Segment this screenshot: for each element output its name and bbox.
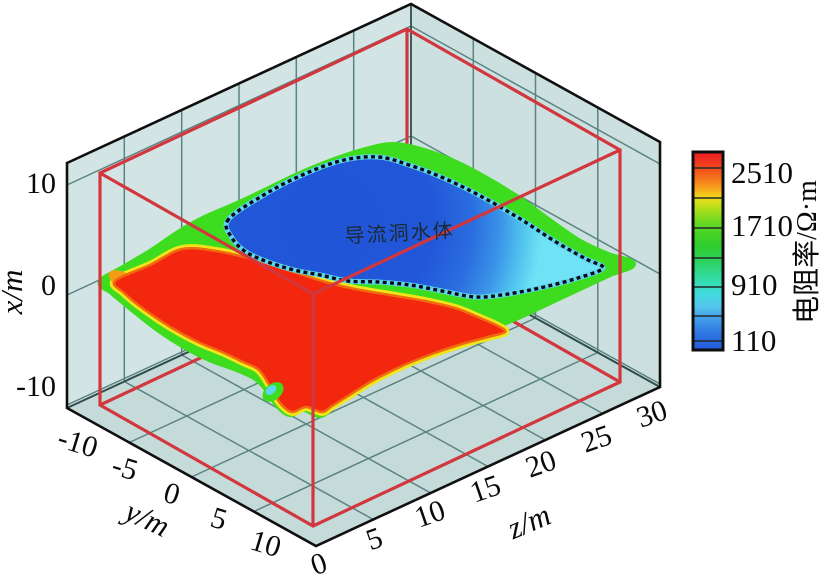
y-tick-5: 5: [207, 501, 231, 537]
x-tick-m10: -10: [16, 370, 56, 403]
colorbar-tick-2510: 2510: [731, 155, 793, 190]
resistivity-slice: [97, 141, 636, 418]
colorbar-tick-1710: 1710: [731, 208, 793, 243]
slice-notch-cyan: [265, 385, 277, 395]
z-axis-label: z/m: [501, 497, 555, 546]
y-tick-10: 10: [247, 524, 285, 564]
colorbar-title: 电阻率/Ω·m: [791, 180, 823, 324]
colorbar-tick-110: 110: [731, 323, 776, 358]
x-axis-label: x/m: [0, 270, 29, 316]
colorbar-tick-910: 910: [731, 267, 778, 302]
z-tick-30: 30: [632, 394, 671, 435]
colorbar-tick-lines: [693, 167, 723, 342]
y-tick-m5: -5: [108, 448, 142, 487]
z-tick-5: 5: [362, 521, 387, 557]
red-wireframe-front: [98, 27, 622, 528]
colorbar-frame: [691, 150, 725, 352]
water-body-outline-dots: [224, 155, 605, 299]
colorbar-gradient: [693, 152, 723, 350]
y-tick-m10: -10: [54, 421, 102, 464]
slice-high-resistivity-zone: [112, 246, 507, 414]
x-tick-10: 10: [26, 167, 56, 200]
x-axis: 10 0 -10 x/m: [0, 167, 56, 403]
box-outline: [65, 2, 662, 548]
x-tick-0: 0: [41, 269, 56, 302]
z-tick-25: 25: [577, 419, 616, 460]
colorbar: 2510 1710 910 110 电阻率/Ω·m: [691, 150, 823, 358]
z-tick-0: 0: [306, 546, 331, 577]
